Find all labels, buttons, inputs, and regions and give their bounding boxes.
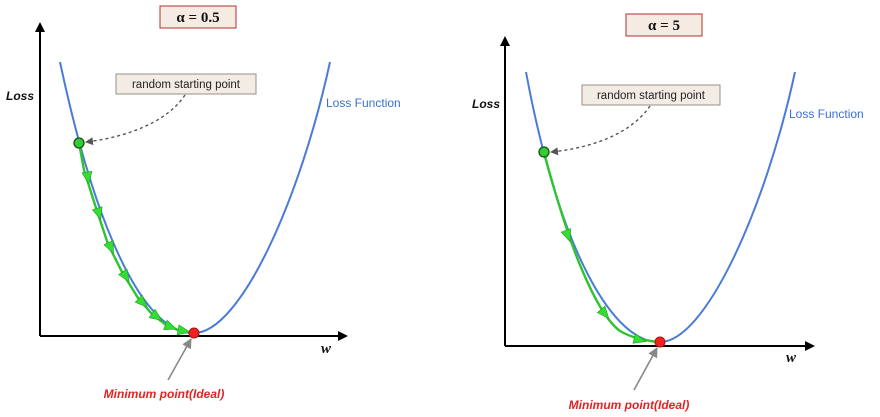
start-point [73, 137, 85, 149]
descent-step-arrow [134, 294, 148, 308]
descent-path [77, 142, 195, 335]
minimum-point [188, 327, 200, 339]
alpha-label: α = 5 [648, 18, 680, 34]
start-note-pointer [550, 105, 651, 156]
descent-step-arrow [91, 206, 103, 221]
loss-curve [525, 71, 796, 344]
start-point [538, 146, 550, 158]
alpha-label: α = 0.5 [176, 10, 219, 26]
start-note-text: random starting point [132, 79, 241, 91]
x-axis-label: w [321, 341, 332, 357]
start-note-pointer [85, 94, 186, 146]
descent-step-arrows [81, 170, 191, 336]
descent-step-arrow [118, 268, 130, 283]
start-note-text: random starting point [597, 90, 706, 102]
descent-step-arrow [596, 305, 610, 320]
panel-right: α = 5 Loss w Loss Function random starti… [472, 13, 864, 412]
start-note: random starting point [85, 73, 257, 146]
y-axis-label: Loss [6, 89, 34, 103]
minimum-pointer [167, 338, 192, 381]
descent-step-arrow [163, 319, 178, 330]
loss-curve-label: Loss Function [326, 96, 401, 110]
alpha-box: α = 5 [625, 13, 703, 37]
descent-step-arrow [632, 333, 647, 344]
minimum-label: Minimum point(Ideal) [104, 387, 225, 401]
alpha-box: α = 0.5 [159, 5, 237, 29]
descent-step-arrow [560, 228, 571, 243]
start-note: random starting point [550, 84, 721, 156]
descent-step-arrow [103, 239, 114, 255]
minimum-pointer [633, 347, 658, 391]
minimum-point [654, 336, 666, 348]
minimum-label: Minimum point(Ideal) [569, 398, 690, 412]
descent-step-arrow [148, 308, 163, 321]
x-axis-label: w [786, 350, 797, 366]
descent-step-arrows [560, 228, 647, 344]
loss-curve-label: Loss Function [789, 107, 864, 121]
loss-curve [59, 61, 331, 335]
y-axis-label: Loss [472, 97, 500, 111]
panel-left: α = 0.5 Loss w Loss Function rando [6, 5, 401, 401]
descent-step-arrow [81, 170, 93, 185]
descent-step-arrow [176, 324, 191, 336]
